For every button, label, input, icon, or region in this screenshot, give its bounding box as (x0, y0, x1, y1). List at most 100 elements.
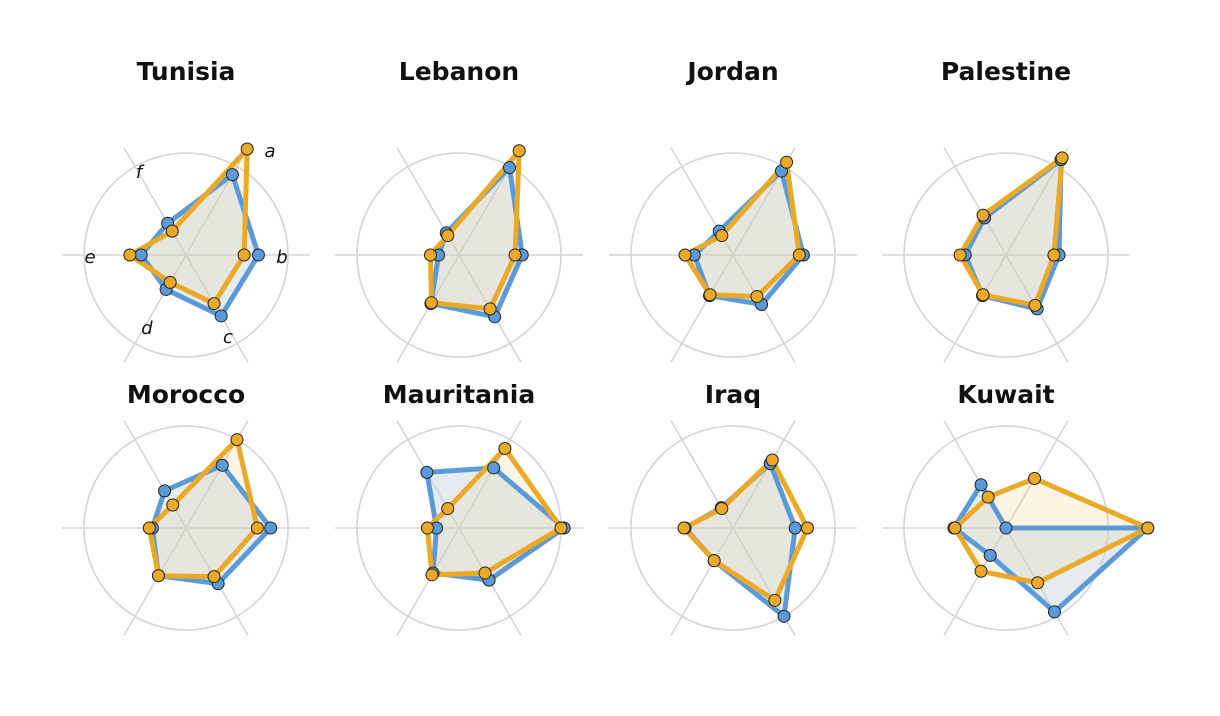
series-2-point-d (163, 275, 177, 289)
chart-title: Kuwait (957, 380, 1054, 409)
overlap-tint (953, 484, 1148, 612)
series-1-point-a (215, 458, 229, 472)
series-1-area (694, 171, 804, 305)
series-2-point-b (792, 248, 806, 262)
series-2-area (430, 150, 520, 309)
radar-chart-iraq: Iraq (609, 380, 857, 636)
series-1-point-a (999, 521, 1013, 535)
series-2-point-c (207, 570, 221, 584)
series-1-point-a (487, 461, 501, 475)
series-2-point-a (765, 453, 779, 467)
series-2-area (685, 162, 800, 297)
series-1-point-b (251, 248, 265, 262)
series-2-point-c (1028, 298, 1042, 312)
series-2-point-d (974, 564, 988, 578)
overlap-tint (694, 171, 804, 305)
series-2-area (955, 478, 1148, 583)
grid-spoke (670, 147, 796, 363)
series-1-point-b (264, 521, 278, 535)
series-2-point-e (123, 248, 137, 262)
grid-spoke (396, 147, 522, 363)
series-1-point-a (225, 168, 239, 182)
series-2-point-e (420, 521, 434, 535)
series-2-point-c (207, 297, 221, 311)
series-2-point-f (166, 498, 180, 512)
series-2-point-c (478, 566, 492, 580)
series-2-point-b (1047, 248, 1061, 262)
series-2-point-a (240, 142, 254, 156)
series-1-point-d (983, 548, 997, 562)
overlap-tint (430, 167, 523, 317)
series-2-point-c (483, 302, 497, 316)
radar-chart-kuwait: Kuwait (882, 380, 1155, 636)
series-2-area (427, 448, 561, 575)
radar-chart-mauritania: Mauritania (335, 380, 583, 636)
overlap-tint (685, 463, 796, 617)
radar-chart-jordan: Jordan (609, 57, 857, 363)
overlap-tint (965, 159, 1062, 309)
series-2-point-e (677, 521, 691, 535)
series-2-point-c (768, 593, 782, 607)
series-1-area (953, 484, 1148, 612)
series-1-point-a (502, 161, 516, 175)
series-2-area (960, 157, 1063, 306)
series-2-point-b (800, 521, 814, 535)
grid-spoke (943, 147, 1069, 363)
series-1-point-f (974, 478, 988, 492)
series-2-point-d (425, 568, 439, 582)
chart-title: Palestine (941, 57, 1071, 86)
chart-title: Morocco (127, 380, 245, 409)
radar-chart-palestine: Palestine (882, 57, 1130, 363)
series-2-point-e (678, 248, 692, 262)
series-1-point-c (777, 609, 791, 623)
series-2-point-b (554, 521, 568, 535)
series-2-point-a (780, 155, 794, 169)
axis-label-b: b (276, 247, 287, 268)
series-2-point-f (441, 502, 455, 516)
chart-title: Lebanon (399, 57, 519, 86)
series-1-area (965, 159, 1062, 309)
chart-title: Tunisia (137, 57, 236, 86)
series-2-area (684, 459, 808, 601)
series-2-point-e (423, 248, 437, 262)
axis-label-d: d (141, 318, 153, 339)
series-1-point-e (134, 248, 148, 262)
axis-label-a: a (264, 141, 275, 162)
chart-title: Mauritania (383, 380, 536, 409)
chart-title: Jordan (685, 57, 778, 86)
series-2-point-a (1055, 151, 1069, 165)
overlap-tint (426, 467, 565, 581)
radar-chart-morocco: Morocco (62, 380, 310, 636)
series-2-point-f (981, 490, 995, 504)
series-2-point-d (703, 288, 717, 302)
series-2-point-d (424, 296, 438, 310)
series-1-point-c (1047, 605, 1061, 619)
series-2-point-d (976, 288, 990, 302)
grid-spoke (123, 420, 249, 636)
series-2-point-f (715, 502, 729, 516)
series-2-point-a (1028, 472, 1042, 486)
grid-spoke (123, 147, 249, 363)
chart-title: Iraq (705, 380, 761, 409)
radar-chart-lebanon: Lebanon (335, 57, 583, 363)
series-2-point-f (441, 229, 455, 243)
series-2-point-a (230, 433, 244, 447)
series-1-area (685, 463, 796, 617)
series-2-point-f (976, 208, 990, 222)
series-2-point-b (237, 248, 251, 262)
series-2-point-f (165, 224, 179, 238)
series-2-point-c (750, 290, 764, 304)
series-1-point-c (214, 309, 228, 323)
grid-spoke (396, 420, 522, 636)
series-1-point-b (788, 521, 802, 535)
series-2-point-d (707, 554, 721, 568)
axis-label-f: f (136, 162, 145, 183)
axis-label-e: e (84, 247, 95, 268)
series-1-point-f (420, 465, 434, 479)
series-2-point-c (1031, 576, 1045, 590)
series-1-point-f (158, 484, 172, 498)
series-2-point-b (1141, 521, 1155, 535)
series-2-point-d (151, 569, 165, 583)
radar-chart-tunisia: Tunisia a b c d e f (62, 57, 310, 363)
series-2-point-b (250, 521, 264, 535)
